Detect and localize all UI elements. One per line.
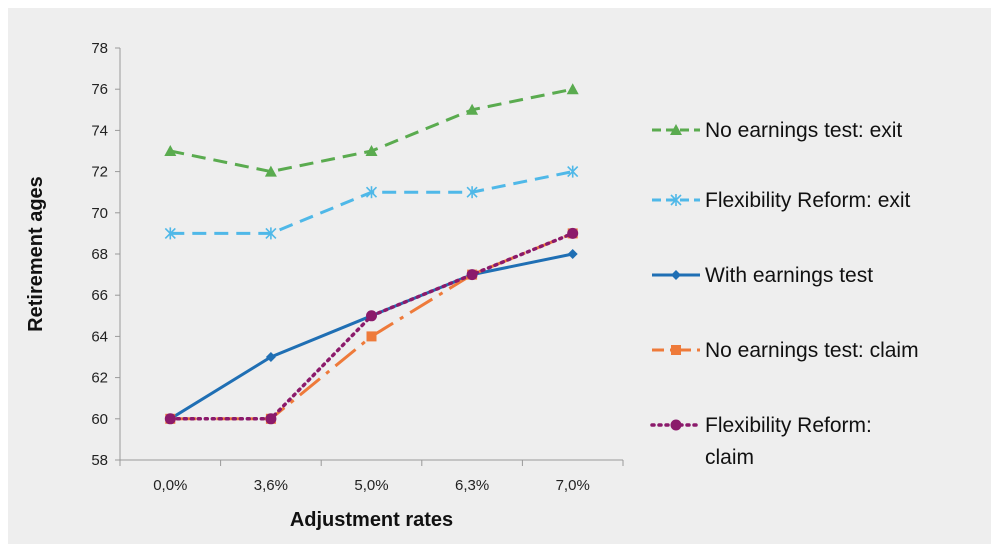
- series-2: [165, 166, 577, 240]
- y-tick-label: 60: [91, 411, 108, 428]
- data-point: [165, 413, 176, 424]
- x-axis-title: Adjustment rates: [290, 509, 453, 531]
- x-tick-label: 0,0%: [153, 477, 187, 494]
- legend-item: No earnings test: exit: [652, 119, 902, 142]
- data-point: [568, 249, 578, 259]
- data-point: [366, 310, 377, 321]
- x-tick-label: 7,0%: [556, 477, 590, 494]
- y-tick-label: 78: [91, 40, 108, 57]
- y-tick-label: 70: [91, 205, 108, 222]
- data-point: [265, 413, 276, 424]
- series-lines: [164, 83, 578, 424]
- y-tick-label: 66: [91, 287, 108, 304]
- y-tick-label: 68: [91, 246, 108, 263]
- legend-item: Flexibility Reform: claim: [652, 414, 872, 469]
- legend-item: Flexibility Reform: exit: [652, 189, 911, 212]
- y-tick-label: 62: [91, 370, 108, 387]
- y-tick-label: 74: [91, 122, 108, 139]
- x-tick-label: 3,6%: [254, 477, 288, 494]
- y-axis-title: Retirement ages: [25, 176, 47, 332]
- series-line: [170, 172, 572, 234]
- data-point: [367, 331, 377, 341]
- series-1: [164, 83, 578, 176]
- legend-label: Flexibility Reform: exit: [705, 189, 911, 212]
- x-tick-label: 5,0%: [354, 477, 388, 494]
- legend-label: No earnings test: claim: [705, 339, 919, 362]
- x-ticks: 0,0% 3,6% 5,0% 6,3% 7,0%: [120, 460, 623, 494]
- data-point: [467, 269, 478, 280]
- series-5: [165, 228, 578, 424]
- y-tick-label: 58: [91, 452, 108, 469]
- y-tick-label: 76: [91, 81, 108, 98]
- series-line: [170, 233, 572, 418]
- series-line: [170, 233, 572, 418]
- series-line: [170, 89, 572, 171]
- x-tick-label: 6,3%: [455, 477, 489, 494]
- y-tick-label: 64: [91, 328, 108, 345]
- y-tick-label: 72: [91, 164, 108, 181]
- legend-label: Flexibility Reform: claim: [705, 414, 872, 469]
- legend-item: With earnings test: [652, 264, 873, 287]
- legend-item: No earnings test: claim: [652, 339, 919, 362]
- data-point: [567, 228, 578, 239]
- y-ticks: 58 60 62 64 66 68 70 72 74 76 78: [91, 40, 120, 469]
- legend-swatch-marker: [671, 420, 682, 431]
- axes: Adjustment rates Retirement ages: [25, 48, 623, 531]
- legend: No earnings test: exit Flexibility Reform…: [652, 119, 919, 469]
- legend-label: No earnings test: exit: [705, 119, 902, 142]
- legend-swatch-marker: [671, 345, 681, 355]
- legend-swatch-marker: [671, 270, 681, 280]
- data-point: [567, 83, 579, 94]
- legend-label: With earnings test: [705, 264, 873, 287]
